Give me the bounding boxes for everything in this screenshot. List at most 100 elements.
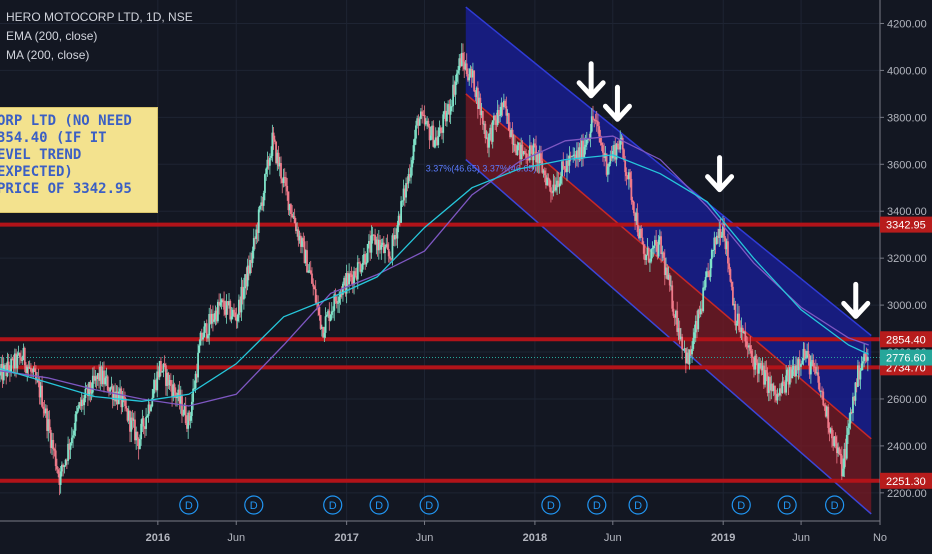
candle-body	[745, 341, 748, 347]
candle-body	[350, 274, 353, 278]
text-note[interactable]: ORP LTD (NO NEED 354.40 (IF IT EVEL TREN…	[0, 107, 158, 213]
candle-body	[788, 367, 791, 385]
candle-body	[808, 355, 811, 375]
candle-body	[11, 358, 14, 360]
candle-body	[488, 133, 490, 148]
candle-body	[861, 361, 864, 364]
candle-body	[385, 244, 388, 247]
candle-body	[818, 382, 821, 392]
candle-body	[562, 161, 565, 167]
candle-body	[411, 160, 414, 168]
down-arrow-icon	[705, 155, 735, 193]
candle-body	[656, 244, 659, 257]
candle-body	[349, 273, 352, 275]
candle-body	[500, 102, 503, 116]
candle-body	[455, 73, 458, 82]
candle-body	[553, 184, 556, 191]
candle-body	[606, 166, 609, 175]
candle-body	[200, 332, 203, 340]
candle-body	[843, 448, 846, 469]
candle-body	[470, 69, 473, 78]
candle-body	[713, 237, 716, 250]
candle-body	[723, 223, 726, 238]
candle-body	[72, 435, 74, 438]
candle-body	[334, 294, 337, 301]
candle-body	[268, 157, 271, 166]
ema-indicator-label[interactable]: EMA (200, close)	[6, 29, 98, 43]
candle-body	[267, 159, 270, 166]
candle-body	[125, 406, 128, 409]
candle-body	[614, 144, 617, 160]
candle-body	[812, 360, 815, 367]
candle-body	[866, 356, 869, 361]
candle-body	[660, 236, 662, 255]
down-arrow-icon	[602, 84, 632, 122]
candle-body	[783, 383, 786, 393]
symbol-title[interactable]: HERO MOTOCORP LTD, 1D, NSE	[6, 10, 193, 24]
price-tick-label: 2600.00	[887, 394, 927, 406]
candle-body	[105, 376, 108, 378]
candle-body	[557, 180, 560, 187]
candle-body	[116, 391, 119, 405]
candle-body	[574, 154, 577, 159]
ma-indicator-label[interactable]: MA (200, close)	[6, 48, 90, 62]
candle-body	[849, 412, 852, 424]
price-tick-label: 4000.00	[887, 65, 927, 77]
candle-body	[754, 355, 757, 370]
candle-body	[212, 313, 214, 322]
candle-body	[148, 404, 151, 411]
candle-body	[266, 159, 269, 169]
candle-body	[844, 448, 847, 459]
candle-body	[240, 286, 243, 313]
candle-body	[707, 271, 710, 273]
candle-body	[601, 145, 604, 153]
candle-body	[777, 393, 780, 396]
candle-body	[12, 358, 15, 369]
candle-body	[64, 459, 67, 466]
candle-body	[85, 387, 88, 389]
candle-body	[697, 309, 700, 330]
candle-body	[725, 241, 728, 250]
candle-body	[679, 336, 682, 340]
candle-body	[417, 118, 420, 126]
candle-body	[260, 202, 263, 206]
candle-body	[381, 242, 384, 246]
candle-body	[684, 348, 687, 364]
candle-body	[209, 314, 212, 324]
candle-body	[541, 160, 544, 173]
candle-body	[573, 154, 576, 156]
candle-body	[386, 244, 389, 250]
candle-body	[177, 389, 180, 398]
candle-body	[701, 308, 703, 312]
candle-body	[333, 294, 336, 311]
candle-body	[194, 373, 197, 389]
candle-body	[371, 234, 374, 236]
candle-body	[668, 274, 671, 286]
price-tick-label: 3000.00	[887, 300, 927, 312]
candle-body	[369, 241, 372, 253]
time-tick-label: Jun	[604, 532, 622, 544]
candle-body	[21, 359, 24, 361]
candle-body	[309, 270, 312, 274]
candle-body	[762, 365, 765, 385]
candle-body	[110, 386, 113, 388]
candlesticks	[0, 43, 869, 496]
candle-body	[58, 473, 61, 485]
candle-body	[233, 309, 235, 313]
candle-body	[161, 371, 164, 373]
candle-body	[226, 301, 229, 306]
candle-body	[150, 406, 152, 411]
candle-body	[172, 384, 175, 398]
time-tick-label: Jun	[227, 532, 245, 544]
arrow-head	[576, 80, 606, 99]
candle-body	[793, 366, 796, 377]
candle-body	[397, 215, 400, 226]
candle-body	[377, 239, 380, 251]
candle-body	[327, 310, 329, 315]
candle-body	[775, 394, 778, 401]
candle-body	[380, 245, 383, 250]
candle-body	[831, 428, 833, 439]
candle-body	[577, 150, 580, 160]
